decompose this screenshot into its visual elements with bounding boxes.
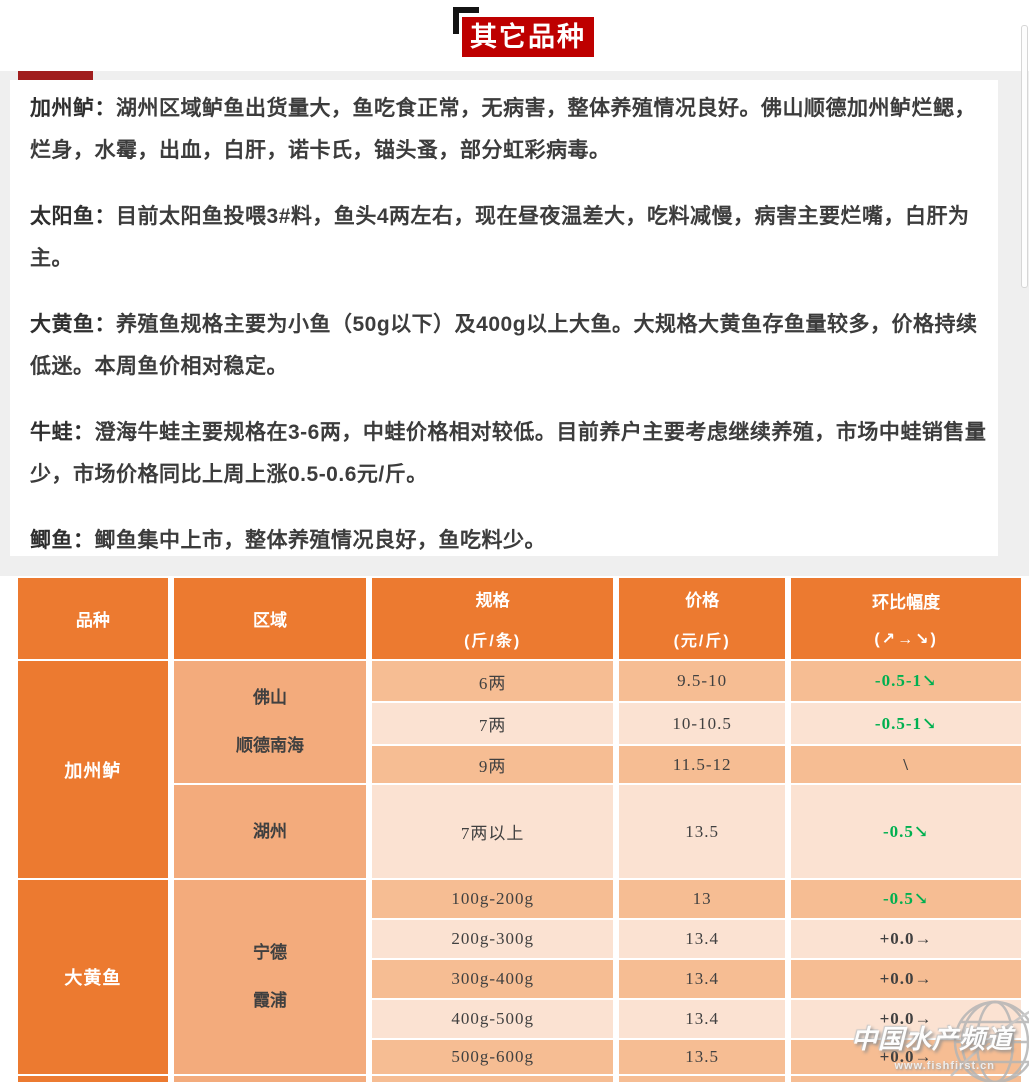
red-accent-bar bbox=[18, 71, 93, 80]
paragraph-lead: 鲫鱼： bbox=[30, 529, 95, 552]
change-cell: +0.0→ bbox=[791, 1040, 1021, 1074]
table-row: 200g-300g 13.4 +0.0→ bbox=[18, 920, 1021, 958]
region-line: 霞浦 bbox=[253, 991, 287, 1010]
spec-cell: 300g-400g bbox=[372, 960, 614, 998]
price-cell: 10-10.5 bbox=[619, 703, 786, 744]
spec-cell: 500g-600g bbox=[372, 1040, 614, 1074]
region-cell: 佛山 顺德南海 bbox=[173, 661, 367, 783]
report-paragraph-crucian: 鲫鱼：鲫鱼集中上市，整体养殖情况良好，鱼吃料少。 bbox=[30, 520, 988, 556]
region-cell: 宁德 霞浦 bbox=[173, 880, 367, 1074]
species-cell: 加州鲈 bbox=[18, 661, 168, 878]
table-row: 湖州 7两以上 13.5 -0.5↘ bbox=[18, 785, 1021, 878]
paragraph-body: 目前太阳鱼投喂3#料，鱼头4两左右，现在昼夜温差大，吃料减慢，病害主要烂嘴，白肝… bbox=[30, 205, 970, 270]
spec-cell bbox=[372, 1076, 614, 1082]
report-paragraph-yellow-croaker: 大黄鱼：养殖鱼规格主要为小鱼（50g以下）及400g以上大鱼。大规格大黄鱼存鱼量… bbox=[30, 304, 988, 388]
section-title-badge: 其它品种 bbox=[462, 17, 594, 57]
report-text-box: 加州鲈：湖州区域鲈鱼出货量大，鱼吃食正常，无病害，整体养殖情况良好。佛山顺德加州… bbox=[10, 80, 998, 556]
col-header-price-title: 价格 bbox=[685, 591, 720, 610]
content-panel: 加州鲈：湖州区域鲈鱼出货量大，鱼吃食正常，无病害，整体养殖情况良好。佛山顺德加州… bbox=[0, 71, 1029, 576]
change-cell bbox=[791, 1076, 1021, 1082]
region-cell bbox=[173, 1076, 367, 1082]
paragraph-lead: 牛蛙： bbox=[30, 421, 95, 444]
region-line: 顺德南海 bbox=[236, 736, 304, 755]
change-cell: -0.5↘ bbox=[791, 880, 1021, 918]
price-cell: 13.4 bbox=[619, 920, 786, 958]
price-cell: 13.4 bbox=[619, 1000, 786, 1038]
change-cell: +0.0→ bbox=[791, 1000, 1021, 1038]
report-paragraph-bass: 加州鲈：湖州区域鲈鱼出货量大，鱼吃食正常，无病害，整体养殖情况良好。佛山顺德加州… bbox=[30, 88, 988, 172]
table-row-clipped bbox=[18, 1076, 1021, 1082]
scrollbar-thumb[interactable] bbox=[1021, 25, 1028, 288]
price-cell: 13.5 bbox=[619, 1040, 786, 1074]
paragraph-lead: 加州鲈： bbox=[30, 97, 116, 120]
price-cell: 13 bbox=[619, 880, 786, 918]
report-paragraph-bullfrog: 牛蛙：澄海牛蛙主要规格在3-6两，中蛙价格相对较低。目前养户主要考虑继续养殖，市… bbox=[30, 412, 988, 496]
spec-cell: 7两 bbox=[372, 703, 614, 744]
col-header-price: 价格 (元/斤) bbox=[619, 578, 786, 659]
table-row: 400g-500g 13.4 +0.0→ bbox=[18, 1000, 1021, 1038]
col-header-spec: 规格 (斤/条) bbox=[372, 578, 614, 659]
region-cell: 湖州 bbox=[173, 785, 367, 878]
change-cell: -0.5-1↘ bbox=[791, 661, 1021, 701]
change-cell: +0.0→ bbox=[791, 960, 1021, 998]
price-cell bbox=[619, 1076, 786, 1082]
col-header-change: 环比幅度 (↗→↘) bbox=[791, 578, 1021, 659]
spec-cell: 200g-300g bbox=[372, 920, 614, 958]
spec-cell: 6两 bbox=[372, 661, 614, 701]
change-cell: +0.0→ bbox=[791, 920, 1021, 958]
table-header-row: 品种 区域 规格 (斤/条) 价格 (元/斤) 环比幅度 (↗→↘) bbox=[18, 578, 1021, 659]
table-row: 500g-600g 13.5 +0.0→ bbox=[18, 1040, 1021, 1074]
corner-bracket-icon bbox=[453, 7, 479, 34]
region-line: 佛山 bbox=[253, 688, 287, 707]
change-cell: \ bbox=[791, 746, 1021, 783]
col-header-change-arrows: (↗→↘) bbox=[874, 631, 938, 648]
species-cell bbox=[18, 1076, 168, 1082]
col-header-species: 品种 bbox=[18, 578, 168, 659]
paragraph-body: 澄海牛蛙主要规格在3-6两，中蛙价格相对较低。目前养户主要考虑继续养殖，市场中蛙… bbox=[30, 421, 987, 486]
table-row: 大黄鱼 宁德 霞浦 100g-200g 13 -0.5↘ bbox=[18, 880, 1021, 1074]
spec-cell: 9两 bbox=[372, 746, 614, 783]
table-row: 300g-400g 13.4 +0.0→ bbox=[18, 960, 1021, 998]
col-header-price-unit: (元/斤) bbox=[673, 633, 731, 650]
region-line: 湖州 bbox=[253, 821, 287, 841]
paragraph-lead: 太阳鱼： bbox=[30, 205, 116, 228]
region-line: 宁德 bbox=[253, 943, 287, 962]
col-header-change-title: 环比幅度 bbox=[872, 593, 941, 612]
price-cell: 11.5-12 bbox=[619, 746, 786, 783]
paragraph-body: 湖州区域鲈鱼出货量大，鱼吃食正常，无病害，整体养殖情况良好。佛山顺德加州鲈烂鳃，… bbox=[30, 97, 976, 162]
price-cell: 13.4 bbox=[619, 960, 786, 998]
change-cell: -0.5-1↘ bbox=[791, 703, 1021, 744]
col-header-region: 区域 bbox=[173, 578, 367, 659]
spec-cell: 100g-200g bbox=[372, 880, 614, 918]
paragraph-body: 鲫鱼集中上市，整体养殖情况良好，鱼吃料少。 bbox=[94, 529, 546, 552]
price-table: 品种 区域 规格 (斤/条) 价格 (元/斤) 环比幅度 (↗→↘) 加州鲈 bbox=[12, 576, 1027, 1082]
table-row: 加州鲈 佛山 顺德南海 6两 9.5-10 -0.5-1↘ bbox=[18, 661, 1021, 878]
report-paragraph-sunfish: 太阳鱼：目前太阳鱼投喂3#料，鱼头4两左右，现在昼夜温差大，吃料减慢，病害主要烂… bbox=[30, 196, 988, 280]
species-cell: 大黄鱼 bbox=[18, 880, 168, 1074]
paragraph-lead: 大黄鱼： bbox=[30, 313, 116, 336]
table-row: 7两 10-10.5 -0.5-1↘ bbox=[18, 703, 1021, 744]
table-row: 9两 11.5-12 \ bbox=[18, 746, 1021, 783]
change-cell: -0.5↘ bbox=[791, 785, 1021, 878]
spec-cell: 7两以上 bbox=[372, 785, 614, 878]
spec-cell: 400g-500g bbox=[372, 1000, 614, 1038]
paragraph-body: 养殖鱼规格主要为小鱼（50g以下）及400g以上大鱼。大规格大黄鱼存鱼量较多，价… bbox=[30, 313, 978, 378]
col-header-spec-title: 规格 bbox=[475, 591, 510, 610]
price-cell: 13.5 bbox=[619, 785, 786, 878]
price-cell: 9.5-10 bbox=[619, 661, 786, 701]
col-header-spec-unit: (斤/条) bbox=[464, 633, 522, 650]
